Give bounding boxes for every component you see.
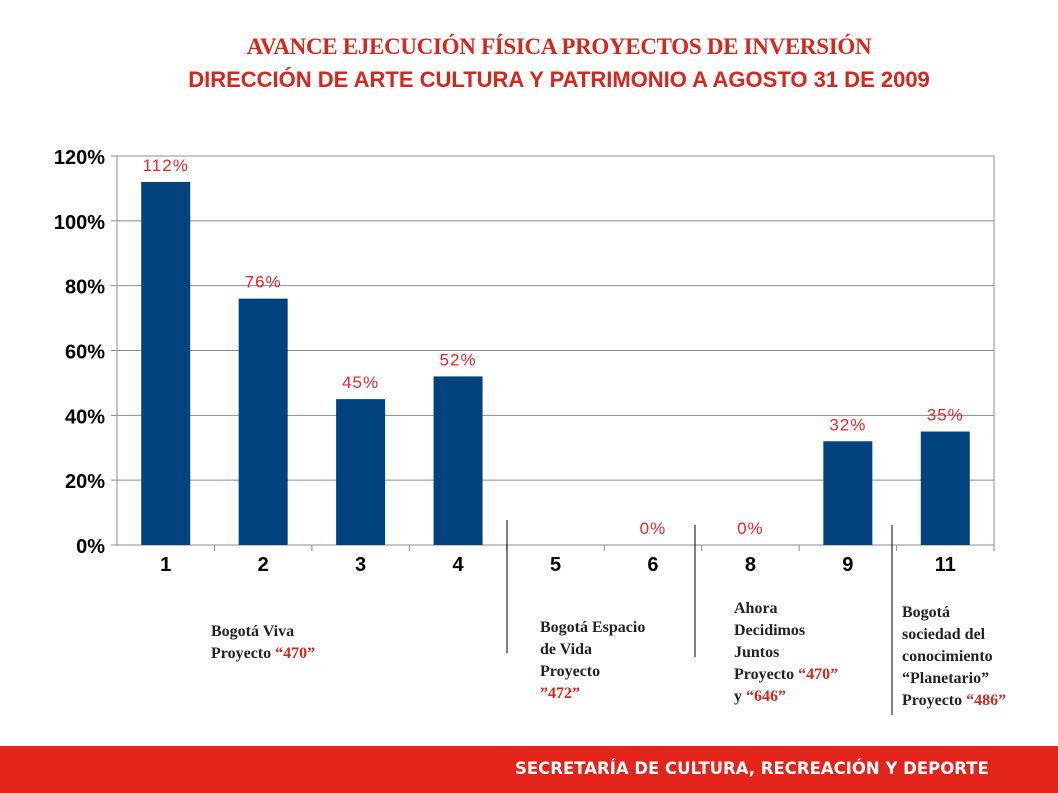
group-label-bogota-sociedad-del-conocimiento: Bogotá sociedad del conocimiento “Planet… <box>902 602 1006 712</box>
x-tick-label: 6 <box>647 554 658 576</box>
group-4-line-1: Bogotá <box>902 604 950 621</box>
data-label: 52% <box>440 350 477 369</box>
footer-banner: SECRETARÍA DE CULTURA, RECREACIÓN Y DEPO… <box>0 746 1058 793</box>
x-tick-label: 1 <box>160 554 171 576</box>
data-label: 45% <box>342 373 379 392</box>
group-2-line-2: de Vida <box>540 641 593 658</box>
data-label: 0% <box>737 519 764 538</box>
data-label: 35% <box>927 406 964 425</box>
group-3-line-4: Proyecto “470” <box>734 666 839 683</box>
x-tick-label: 9 <box>842 554 853 576</box>
group-1-line-1: Bogotá Viva <box>211 623 295 640</box>
group-3-project-code-2: “646” <box>746 688 786 705</box>
y-tick-label: 120% <box>54 147 105 169</box>
bar <box>141 181 191 545</box>
chart-title: AVANCE EJECUCIÓN FÍSICA PROYECTOS DE INV… <box>246 34 872 59</box>
group-label-ahora-decidimos-juntos: Ahora Decidimos Juntos Proyecto “470” y … <box>734 598 838 708</box>
bar <box>920 431 970 545</box>
group-3-line-1: Ahora <box>734 600 778 617</box>
bar <box>433 376 483 545</box>
x-tick-label: 8 <box>745 554 756 576</box>
group-4-line-5: Proyecto “486” <box>902 692 1007 709</box>
group-4-line-3: conocimiento <box>902 648 993 665</box>
group-4-line-4: “Planetario” <box>902 670 990 687</box>
data-label: 0% <box>640 519 667 538</box>
group-2-project-code: ”472” <box>540 685 580 702</box>
x-tick-label: 5 <box>550 554 561 576</box>
group-3-line-5: y “646” <box>734 688 786 705</box>
bar-chart: 0%20%40%60%80%100%120%1112%276%345%452%5… <box>54 147 995 715</box>
group-3-project-code: “470” <box>798 666 839 683</box>
data-label: 112% <box>143 156 189 175</box>
y-tick-label: 80% <box>65 277 105 299</box>
y-tick-label: 60% <box>65 342 105 364</box>
y-tick-label: 100% <box>54 212 105 234</box>
bar <box>336 399 386 545</box>
y-tick-label: 0% <box>76 536 105 558</box>
x-tick-label: 2 <box>258 554 269 576</box>
data-label: 76% <box>245 273 282 292</box>
x-tick-label: 4 <box>452 554 464 576</box>
chart-subtitle: DIRECCIÓN DE ARTE CULTURA Y PATRIMONIO A… <box>188 67 930 92</box>
group-3-line-2: Decidimos <box>734 622 806 639</box>
bar <box>238 298 288 545</box>
group-label-bogota-espacio-de-vida: Bogotá Espacio de Vida Proyecto ”472” <box>540 617 645 705</box>
data-label: 32% <box>829 415 866 434</box>
group-4-line-2: sociedad del <box>902 626 986 643</box>
group-label-bogota-viva: Bogotá Viva Proyecto “470” <box>211 621 315 665</box>
group-2-line-3: Proyecto <box>540 663 601 680</box>
y-tick-label: 40% <box>65 406 105 428</box>
group-1-project-code: “470” <box>275 645 316 662</box>
x-tick-label: 11 <box>935 554 956 576</box>
group-3-line-3: Juntos <box>734 644 780 661</box>
x-tick-label: 3 <box>355 554 366 576</box>
group-4-project-code: “486” <box>966 692 1007 709</box>
footer-text: SECRETARÍA DE CULTURA, RECREACIÓN Y DEPO… <box>515 759 989 778</box>
y-tick-label: 20% <box>65 471 105 493</box>
group-2-line-1: Bogotá Espacio <box>540 619 646 636</box>
bar <box>823 441 873 545</box>
group-1-line-2: Proyecto “470” <box>211 645 316 662</box>
